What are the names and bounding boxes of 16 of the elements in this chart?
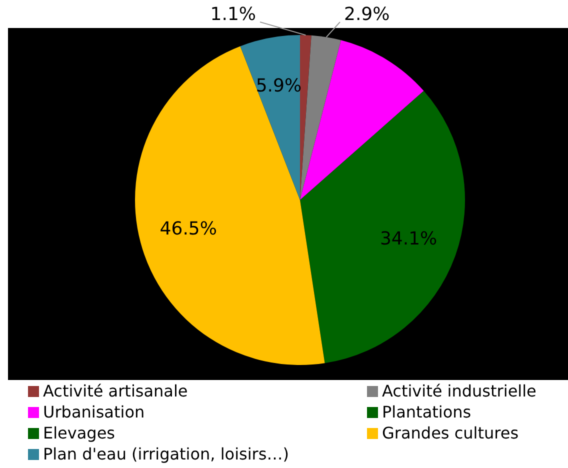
legend-label: Activité industrielle <box>382 381 536 400</box>
legend-label: Plan d'eau (irrigation, loisirs…) <box>43 444 289 464</box>
pie-slice <box>300 35 342 200</box>
data-label: 2.9% <box>344 4 390 25</box>
pie-slice <box>300 40 424 200</box>
data-label: 34.1% <box>380 228 438 250</box>
pie-slice <box>240 35 300 200</box>
legend-label: Grandes cultures <box>382 423 519 442</box>
legend-label: Urbanisation <box>43 402 145 422</box>
data-label: 1.1% <box>210 4 256 25</box>
legend-label: Elevages <box>43 423 116 442</box>
pie-slice <box>135 46 325 365</box>
legend-label: Plantations <box>382 402 472 422</box>
pie-slice <box>300 90 465 364</box>
data-label: 46.5% <box>160 218 217 240</box>
legend-label: Activité artisanale <box>43 381 188 400</box>
